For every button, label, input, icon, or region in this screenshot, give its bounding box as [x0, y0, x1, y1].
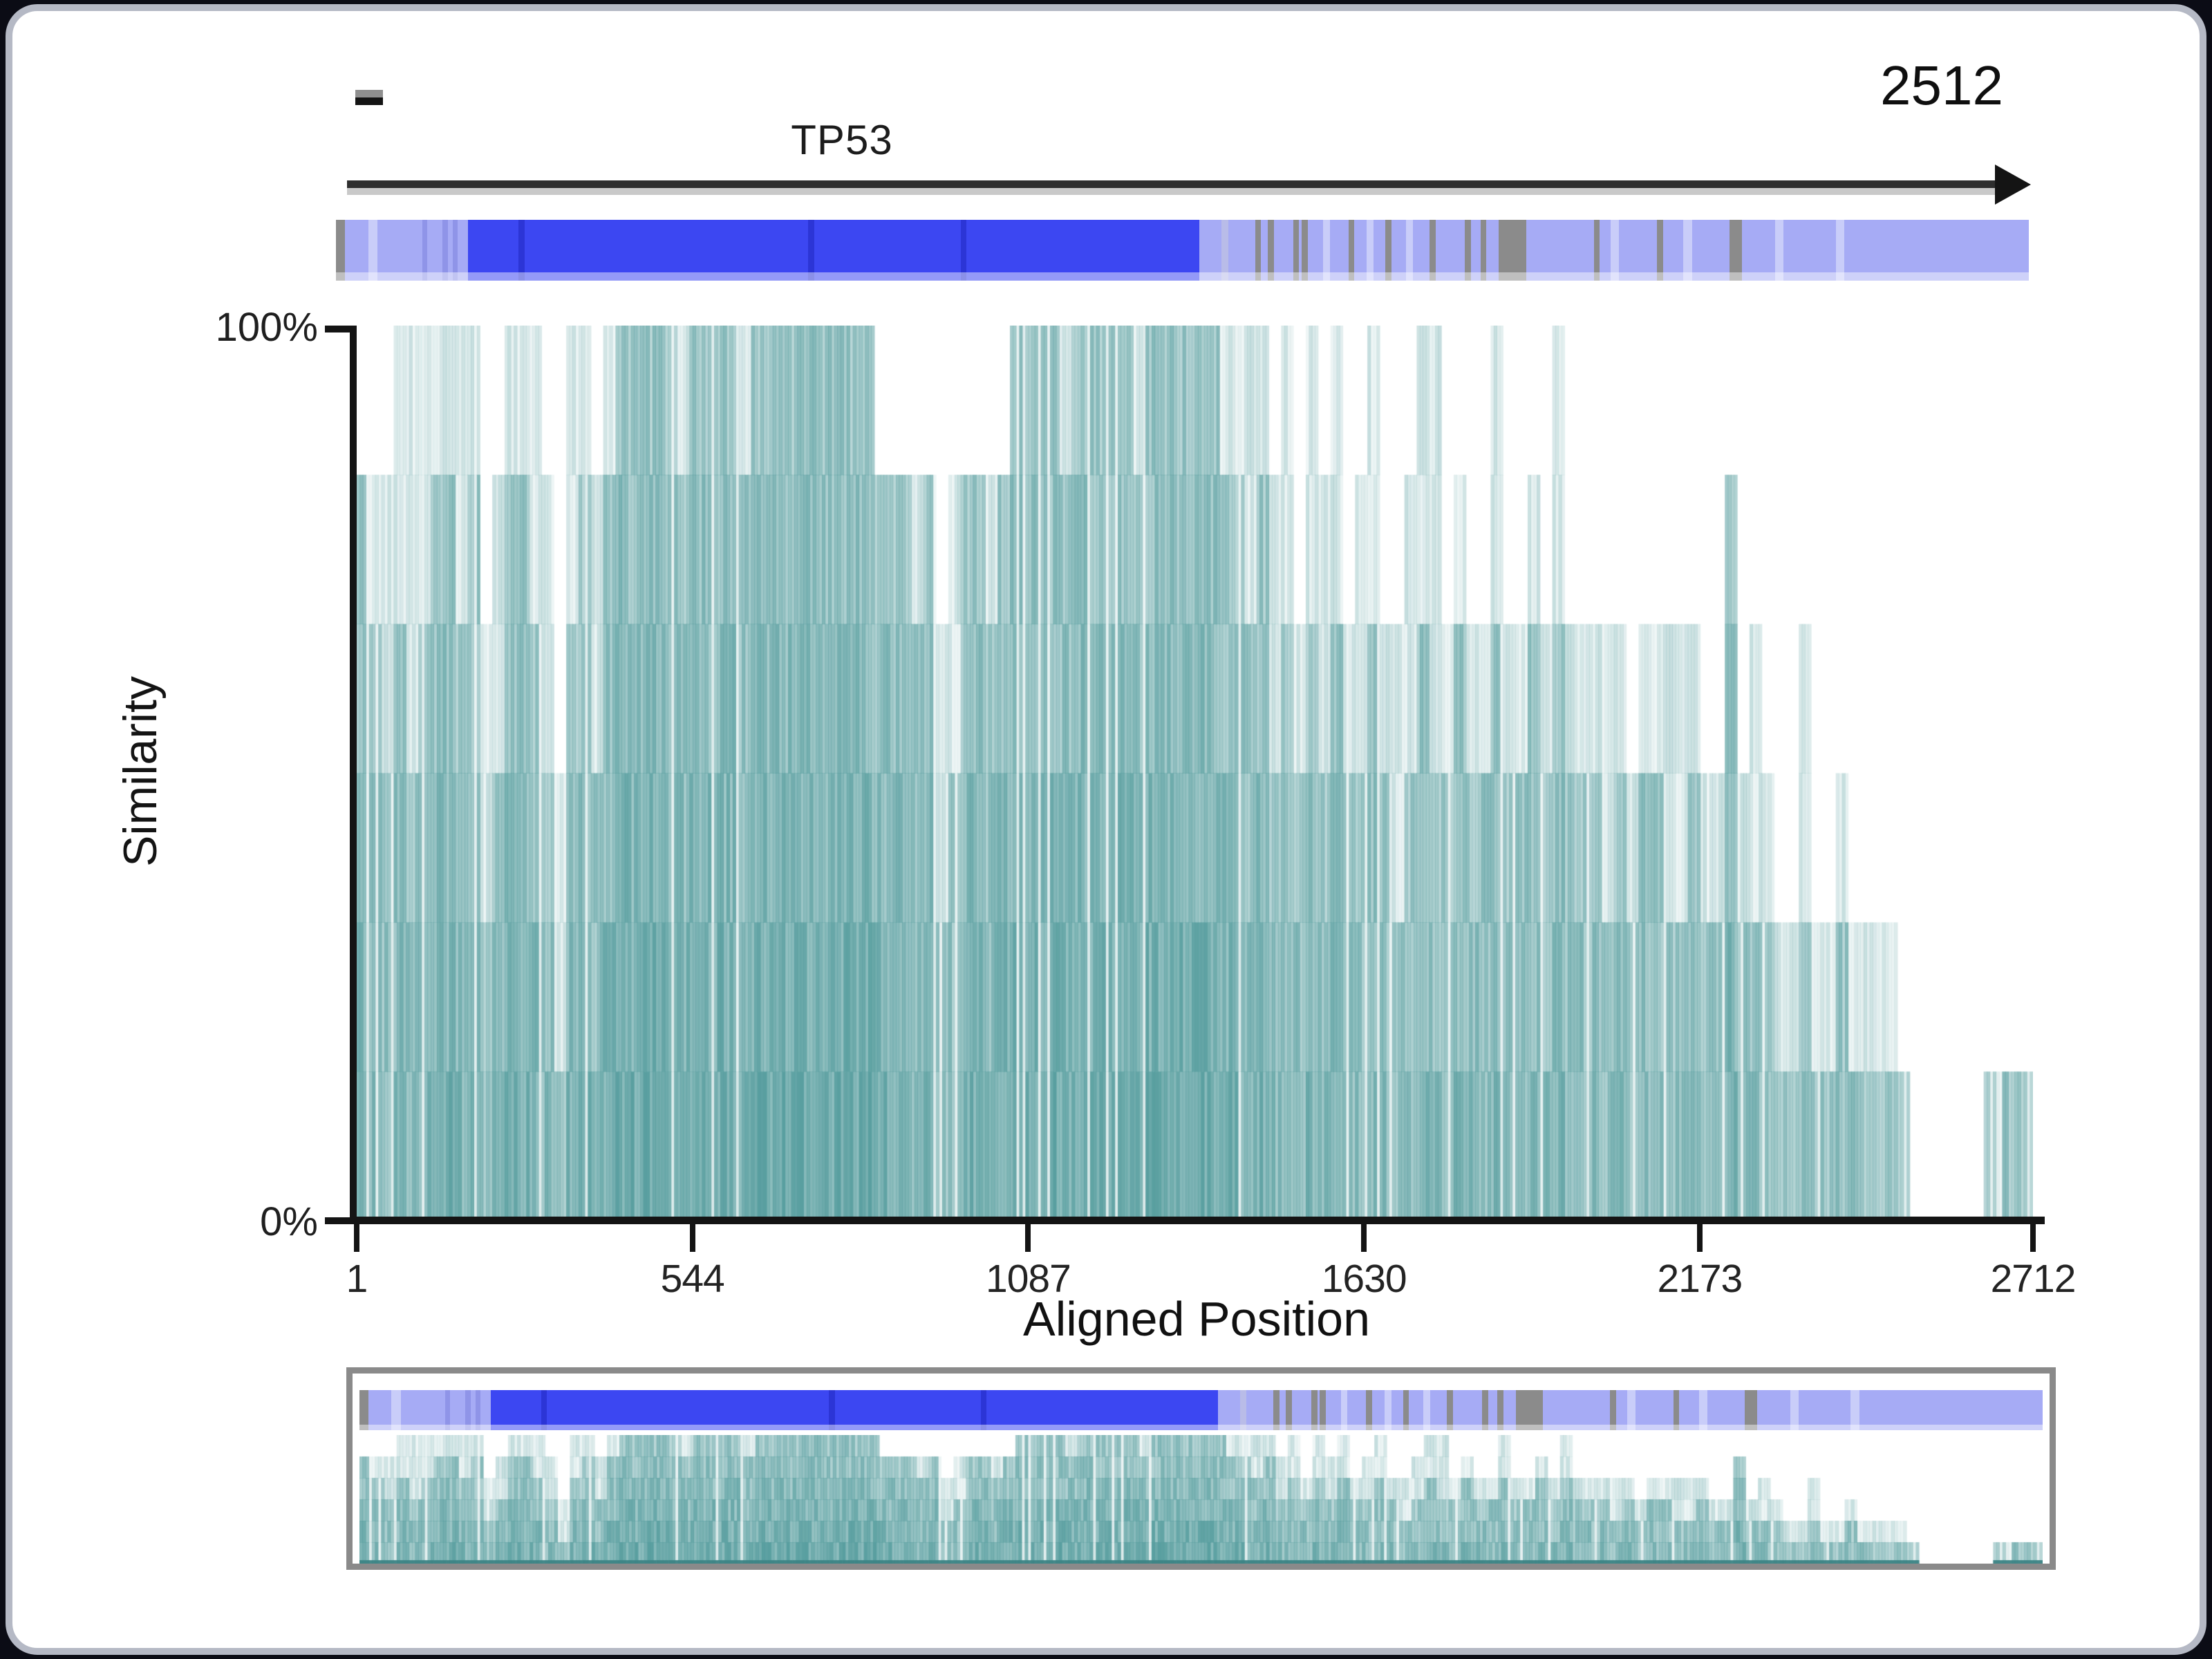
annotation-segment: [1239, 1390, 1247, 1430]
annotation-segment: [1268, 220, 1274, 281]
gene-name-label: TP53: [791, 117, 893, 163]
annotation-segment: [541, 1390, 547, 1430]
annotation-segment: [1480, 220, 1487, 281]
annotation-segment: [1610, 1390, 1616, 1430]
y-axis-tick-100: [325, 326, 350, 332]
annotation-segment: [1293, 220, 1300, 281]
annotation-segment: [1255, 220, 1262, 281]
annotation-segment: [368, 220, 377, 281]
annotation-segment: [445, 1390, 451, 1430]
annotation-segment: [1593, 220, 1600, 281]
x-tick-mark: [689, 1224, 695, 1252]
annotation-segment: [1627, 1390, 1635, 1430]
annotation-segment: [1423, 1390, 1430, 1430]
x-axis-title: Aligned Position: [1023, 1292, 1370, 1346]
x-tick-label: 1087: [986, 1257, 1071, 1301]
annotation-segment: [442, 220, 448, 281]
annotation-segment: [1683, 220, 1692, 281]
annotation-segment: [490, 1390, 1218, 1430]
y-axis-label-0: 0%: [260, 1199, 318, 1244]
x-axis-line: [350, 1217, 2045, 1224]
annotation-segment: [1745, 1390, 1758, 1430]
viewer-card: TP53 2512 100% 0% Similarity 1 544 1087 163…: [6, 4, 2206, 1655]
annotation-segment: [960, 220, 967, 281]
annotation-track[interactable]: [336, 220, 2029, 281]
annotation-segment: [1311, 1390, 1318, 1430]
annotation-segment: [1385, 220, 1391, 281]
annotation-segment: [465, 1390, 471, 1430]
annotation-segment: [1447, 1390, 1453, 1430]
annotation-segment: [1348, 220, 1355, 281]
annotation-segment: [1611, 220, 1620, 281]
x-tick-label: 544: [660, 1257, 725, 1301]
annotation-segment: [1366, 1390, 1372, 1430]
annotation-segment: [1465, 220, 1472, 281]
annotation-track-bottom-fade: [336, 272, 2029, 281]
annotation-segment: [1790, 1390, 1799, 1430]
annotation-segment: [1384, 1390, 1391, 1430]
annotation-segment: [1774, 220, 1783, 281]
annotation-segment: [1322, 220, 1330, 281]
gene-start-dash-top: [355, 90, 383, 97]
annotation-segment: [359, 1390, 369, 1430]
gene-arrow-line: [347, 180, 1999, 188]
x-tick-mark: [1025, 1224, 1031, 1252]
minimap-annotation-track[interactable]: [359, 1390, 2043, 1430]
annotation-segment: [391, 1390, 401, 1430]
minimap-bars-canvas[interactable]: [359, 1435, 2043, 1564]
annotation-segment: [1850, 1390, 1859, 1430]
annotation-segment: [1403, 1390, 1409, 1430]
annotation-segment: [1340, 1390, 1348, 1430]
x-tick-mark: [2030, 1224, 2036, 1252]
gene-arrow-head-icon: [1995, 165, 2031, 205]
annotation-segment: [980, 1390, 987, 1430]
annotation-track-bottom-fade: [359, 1424, 2043, 1430]
annotation-segment: [452, 220, 458, 281]
annotation-segment: [1515, 1390, 1543, 1430]
annotation-segment: [468, 220, 1199, 281]
x-tick-mark: [1361, 1224, 1367, 1252]
annotation-segment: [336, 220, 346, 281]
annotation-segment: [1405, 220, 1413, 281]
annotation-segment: [1302, 220, 1308, 281]
annotation-segment: [476, 1390, 481, 1430]
y-axis-tick-0: [325, 1217, 350, 1224]
annotation-segment: [1729, 220, 1742, 281]
annotation-segment: [1320, 1390, 1326, 1430]
gene-start-dash-bottom: [355, 97, 383, 105]
annotation-segment: [518, 220, 525, 281]
x-tick-mark: [1696, 1224, 1703, 1252]
gene-arrow-underline: [347, 188, 1999, 195]
x-tick-mark: [354, 1224, 359, 1252]
annotation-segment: [1497, 1390, 1503, 1430]
x-tick-label: 2712: [1990, 1257, 2077, 1301]
annotation-segment: [1657, 220, 1663, 281]
x-tick-label: 2173: [1657, 1257, 1743, 1301]
gene-start-dash: [355, 90, 383, 106]
x-tick-label: 1: [346, 1257, 368, 1301]
y-axis-line: [350, 326, 357, 1224]
annotation-segment: [1221, 220, 1228, 281]
annotation-segment: [1835, 220, 1845, 281]
annotation-segment: [1699, 1390, 1708, 1430]
annotation-segment: [829, 1390, 835, 1430]
minimap[interactable]: [346, 1367, 2056, 1570]
gene-end-coordinate: 2512: [1880, 55, 2003, 116]
annotation-segment: [422, 220, 428, 281]
y-axis-title: Similarity: [114, 676, 167, 867]
x-tick-label: 1630: [1321, 1257, 1407, 1301]
annotation-segment: [1482, 1390, 1488, 1430]
y-axis-label-100: 100%: [215, 305, 318, 350]
annotation-segment: [1273, 1390, 1280, 1430]
annotation-segment: [808, 220, 814, 281]
annotation-segment: [1499, 220, 1526, 281]
annotation-segment: [1673, 1390, 1680, 1430]
similarity-bars-canvas[interactable]: [357, 326, 2033, 1221]
annotation-segment: [1367, 220, 1374, 281]
x-axis-ticks: 1 544 1087 1630 2173 2712: [346, 1224, 2076, 1328]
annotation-segment: [1430, 220, 1436, 281]
annotation-segment: [1286, 1390, 1292, 1430]
